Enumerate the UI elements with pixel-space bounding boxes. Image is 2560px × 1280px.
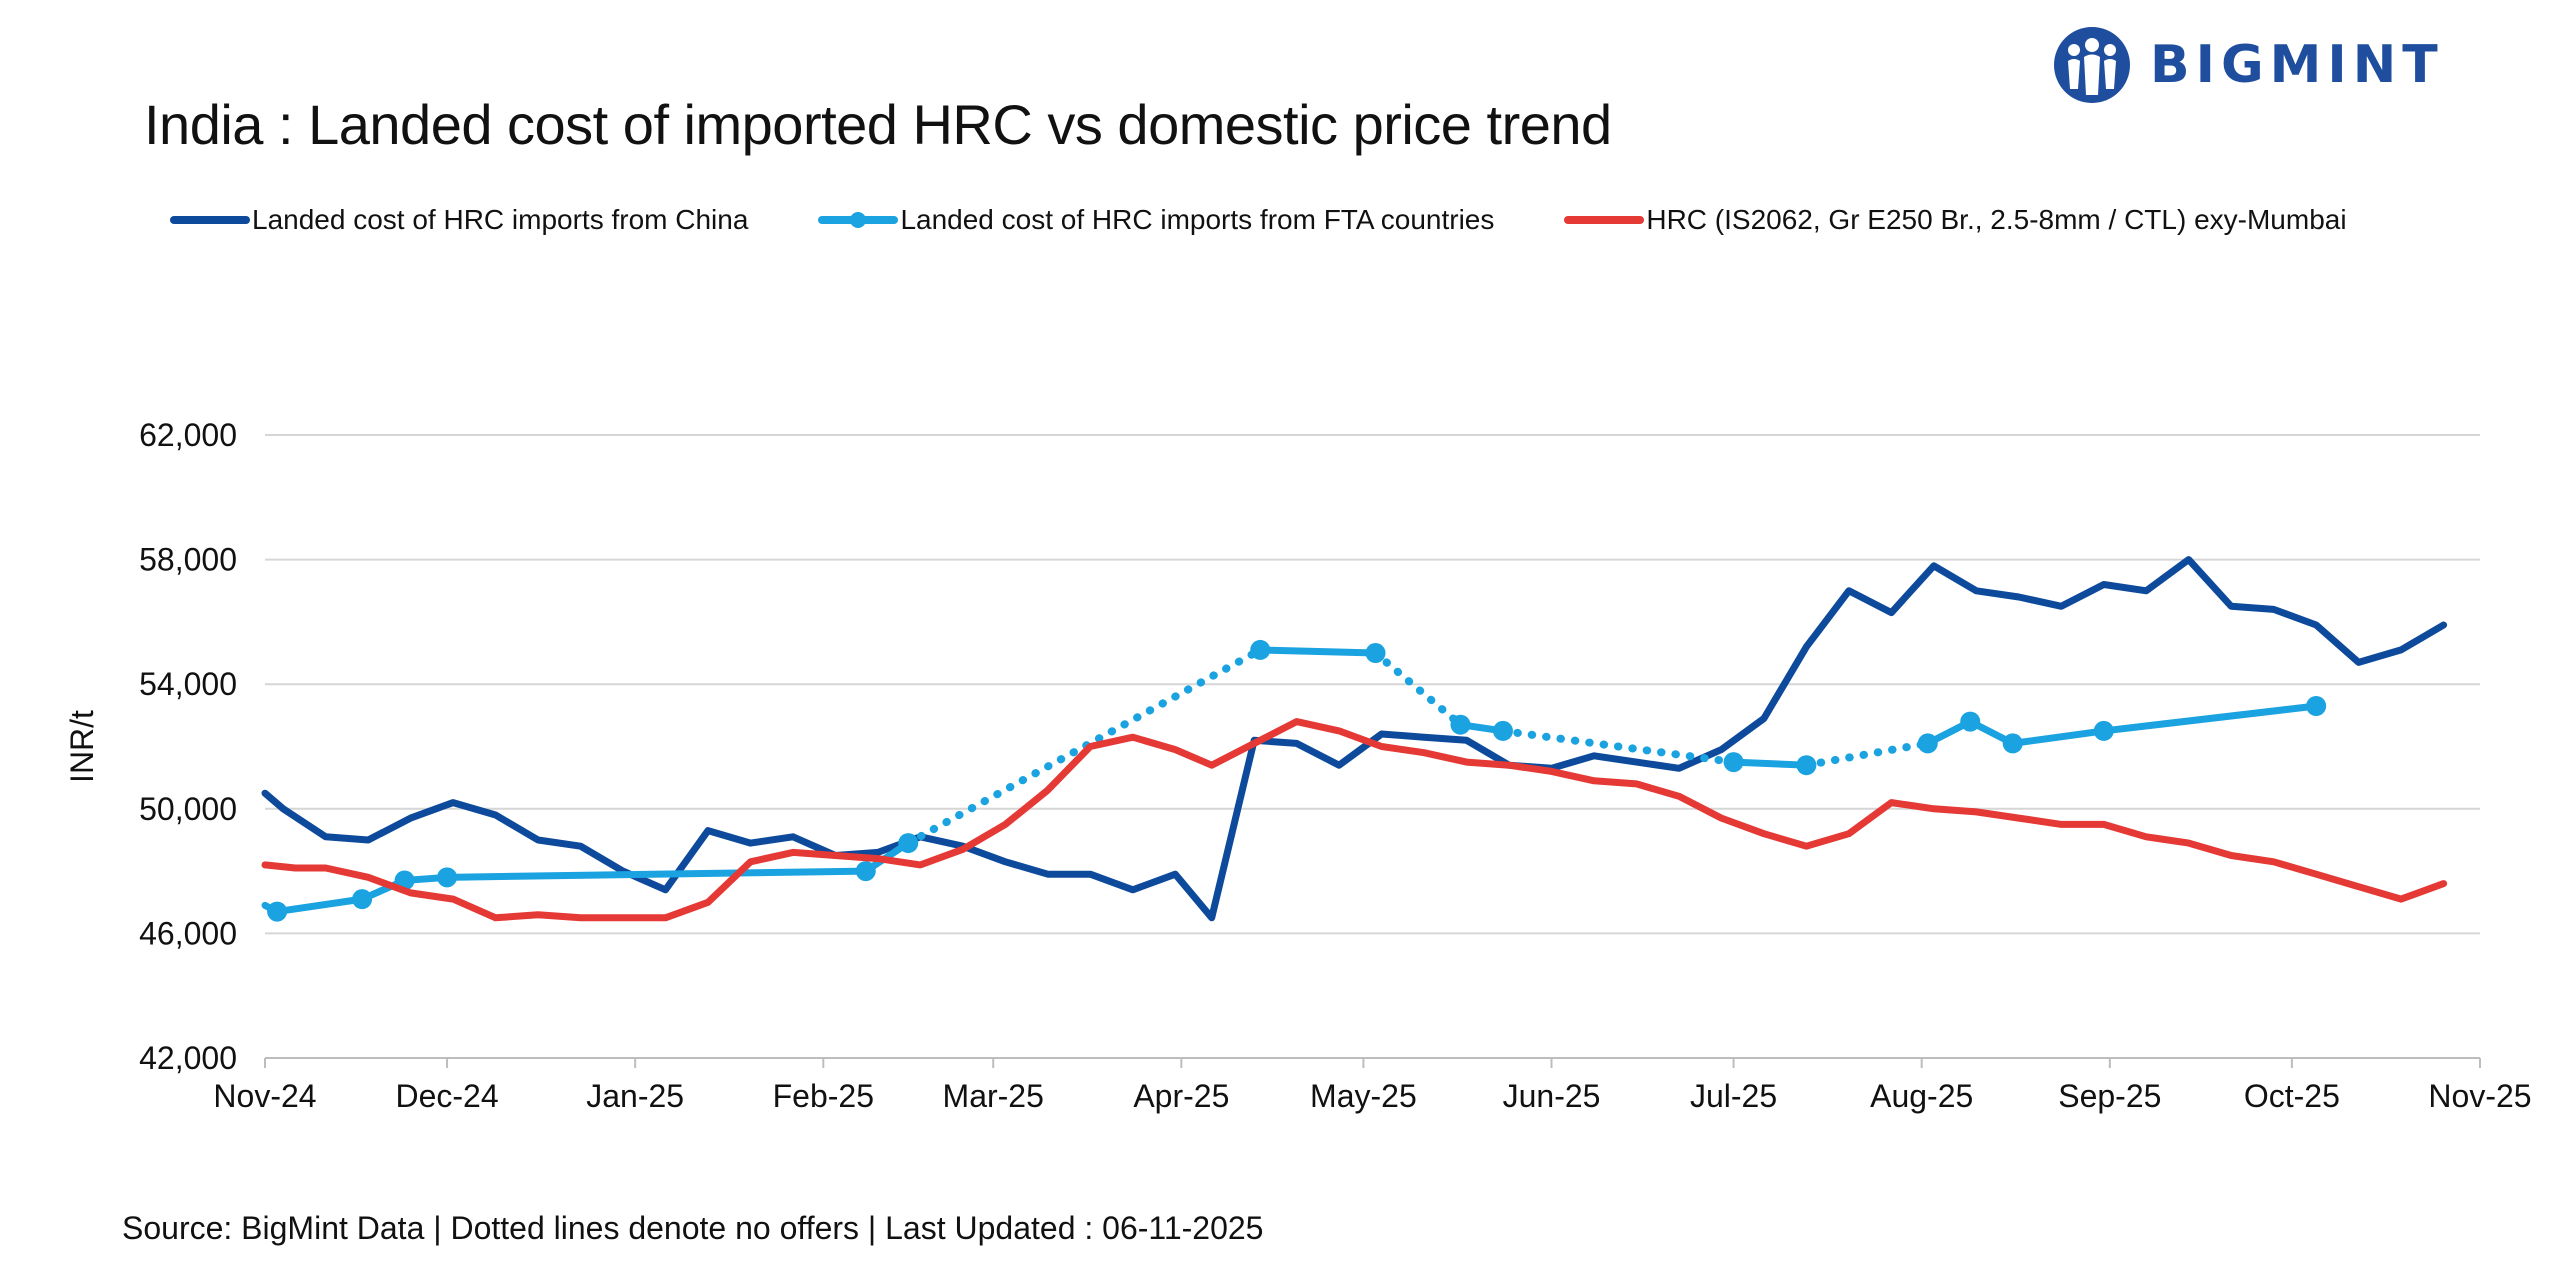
y-tick-label: 54,000	[139, 666, 237, 702]
series-segment-dotted	[1802, 739, 1932, 770]
series-segment-dotted	[1498, 726, 1738, 767]
y-tick-label: 62,000	[139, 417, 237, 453]
data-point	[2002, 733, 2023, 754]
chart-title: India : Landed cost of imported HRC vs d…	[144, 93, 1612, 156]
series-0	[261, 556, 2448, 922]
data-point	[352, 889, 373, 910]
legend-swatch-fta	[818, 212, 899, 228]
series-segment	[1256, 646, 1380, 657]
legend-swatch-domestic	[1564, 216, 1645, 224]
y-tick-label: 50,000	[139, 791, 237, 827]
legend-label-china: Landed cost of HRC imports from China	[252, 204, 749, 235]
legend-label-fta: Landed cost of HRC imports from FTA coun…	[900, 204, 1495, 235]
x-tick-label: Apr-25	[1133, 1078, 1229, 1114]
data-point	[2306, 696, 2327, 717]
legend-item-china: Landed cost of HRC imports from China	[170, 204, 748, 236]
x-tick-label: Mar-25	[943, 1078, 1044, 1114]
data-point	[1917, 733, 1938, 754]
chart-legend: Landed cost of HRC imports from China La…	[170, 204, 2417, 236]
series-segment	[1730, 758, 1810, 769]
data-point	[1365, 643, 1386, 664]
data-point	[855, 861, 876, 882]
data-point	[1723, 752, 1744, 773]
x-tick-label: Oct-25	[2244, 1078, 2340, 1114]
x-tick-label: Dec-24	[395, 1078, 498, 1114]
series-segment-dotted	[904, 645, 1265, 848]
data-point	[2093, 720, 2114, 741]
data-point	[898, 833, 919, 854]
y-tick-label: 46,000	[139, 915, 237, 951]
bigmint-logo: BIGMINT	[2052, 24, 2472, 106]
data-point	[1250, 639, 1271, 660]
y-axis-label: INR/t	[64, 710, 100, 783]
legend-item-fta: Landed cost of HRC imports from FTA coun…	[818, 204, 1494, 236]
series-1	[261, 639, 2327, 922]
line-chart: 42,000 46,000 50,000 54,000 58,000 62,000 Nov-…	[64, 417, 2532, 1114]
series-2	[261, 718, 2448, 922]
x-tick-label: Jul-25	[1690, 1078, 1777, 1114]
series-line	[261, 556, 2448, 922]
x-tick-label: Sep-25	[2058, 1078, 2161, 1114]
x-tick-label: Nov-24	[213, 1078, 316, 1114]
x-tick-label: Aug-25	[1870, 1078, 1973, 1114]
x-tick-label: Jun-25	[1503, 1078, 1601, 1114]
y-tick-label: 58,000	[139, 542, 237, 578]
series-segment-dotted	[1371, 649, 1465, 729]
bigmint-logo-icon	[2054, 27, 2130, 103]
series-segment	[273, 895, 366, 916]
data-point	[1450, 714, 1471, 735]
data-point	[267, 901, 288, 922]
source-note: Source: BigMint Data | Dotted lines deno…	[122, 1210, 1264, 1246]
x-tick-label: May-25	[1310, 1078, 1417, 1114]
series-segment	[2009, 727, 2108, 747]
data-point	[1492, 720, 1513, 741]
legend-label-domestic: HRC (IS2062, Gr E250 Br., 2.5-8mm / CTL)…	[1646, 204, 2347, 235]
legend-swatch-china	[170, 216, 250, 224]
data-point	[1796, 755, 1817, 776]
series-segment	[2100, 702, 2320, 735]
series-segment	[443, 867, 870, 881]
data-point	[1960, 711, 1981, 732]
series-line	[261, 718, 2448, 922]
y-tick-label: 42,000	[139, 1040, 237, 1076]
x-tick-label: Jan-25	[586, 1078, 684, 1114]
data-point	[437, 867, 458, 888]
x-tick-label: Nov-25	[2428, 1078, 2531, 1114]
logo-wordmark: BIGMINT	[2150, 35, 2444, 95]
legend-item-domestic: HRC (IS2062, Gr E250 Br., 2.5-8mm / CTL)…	[1564, 204, 2347, 236]
x-tick-label: Feb-25	[773, 1078, 874, 1114]
